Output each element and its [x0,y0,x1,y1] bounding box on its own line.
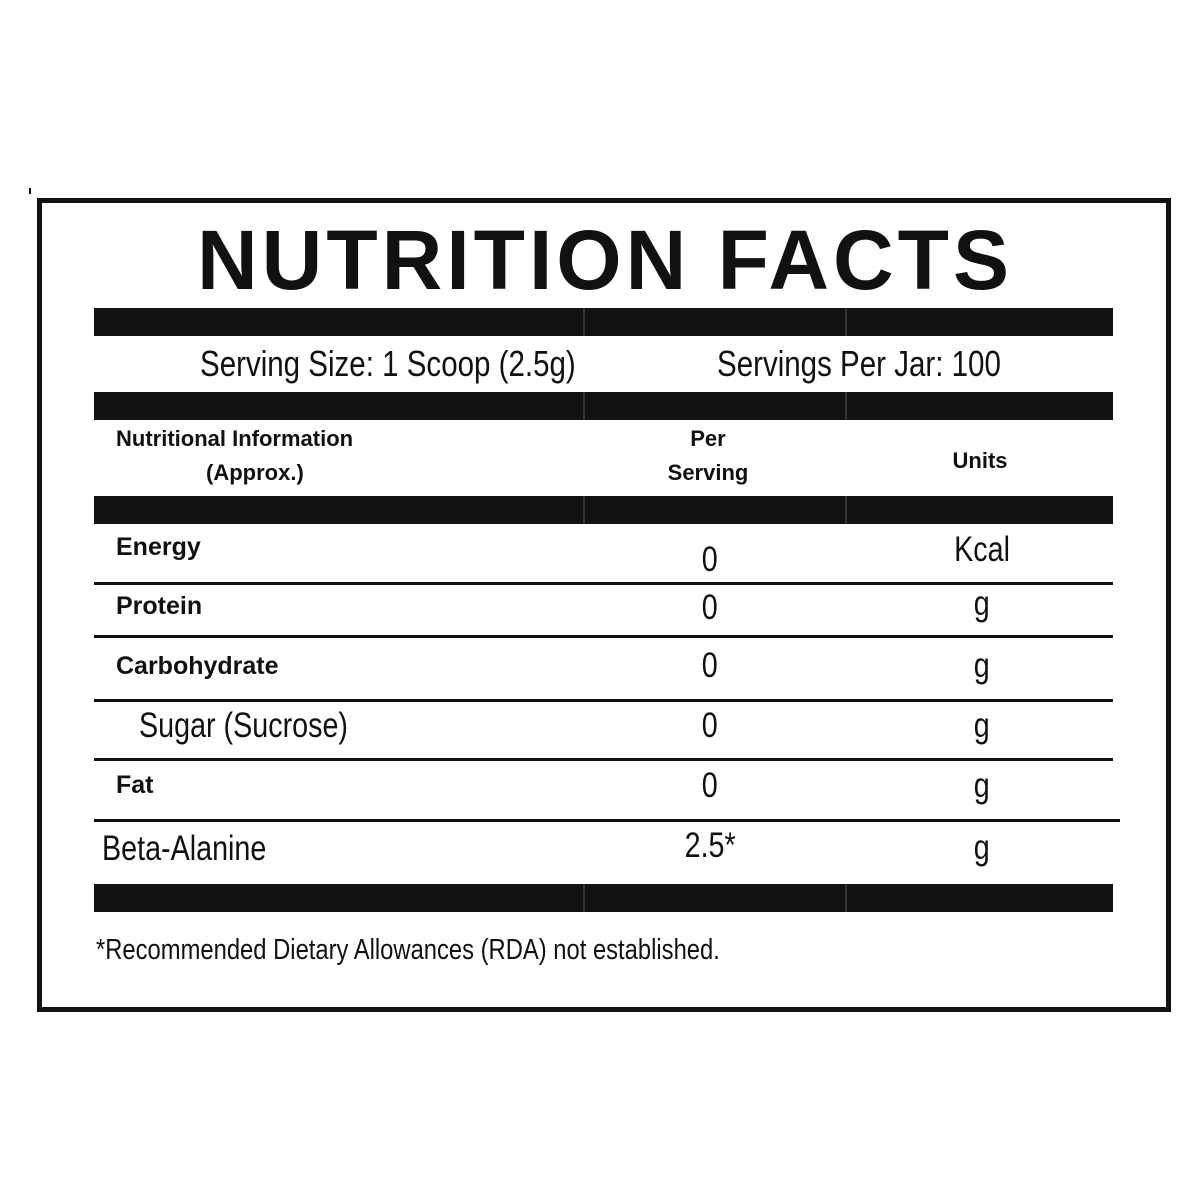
row-sugar-value: 0 [702,706,718,745]
header-info: Nutritional Information (Approx.) [116,422,353,490]
row-fat-unit: g [974,766,990,805]
header-units: Units [952,448,1008,473]
row-fat-name: Fat [116,771,154,799]
row-sugar-unit: g [974,706,990,745]
servings-per-container: Servings Per Jar: 100 [717,343,1001,384]
row-divider [94,635,1113,638]
header-info-line2: (Approx.) [206,460,304,485]
row-divider [94,699,1113,702]
row-divider [94,582,1113,585]
row-protein-name: Protein [116,592,203,620]
divider-bar [94,884,1113,912]
row-carbohydrate-name: Carbohydrate [116,652,279,680]
row-protein-unit: g [974,584,990,623]
label-title: NUTRITION FACTS [197,213,1013,307]
row-energy-name: Energy [116,533,201,561]
label-frame [37,198,1171,1012]
serving-size: Serving Size: 1 Scoop (2.5g) [200,343,576,384]
row-beta-alanine-unit: g [974,828,990,867]
row-protein-value: 0 [702,588,718,627]
row-fat-value: 0 [702,766,718,805]
header-per-serving: Per Serving [630,422,786,490]
row-divider [94,819,1120,822]
divider-bar [94,496,1113,524]
header-per-line1: Per [690,426,726,451]
row-divider [94,758,1113,761]
corner-mark [29,188,31,194]
row-energy-value: 0 [702,540,718,579]
row-energy-unit: Kcal [954,530,1010,569]
footnote: *Recommended Dietary Allowances (RDA) no… [96,934,720,966]
divider-bar [94,392,1113,420]
row-beta-alanine-name: Beta-Alanine [102,829,267,868]
row-carbohydrate-value: 0 [702,646,718,685]
row-sugar-name: Sugar (Sucrose) [139,706,348,745]
header-per-line2: Serving [667,460,749,485]
divider-bar [94,308,1113,336]
row-carbohydrate-unit: g [974,646,990,685]
header-info-line1: Nutritional Information [116,426,354,451]
row-beta-alanine-value: 2.5* [684,826,736,865]
